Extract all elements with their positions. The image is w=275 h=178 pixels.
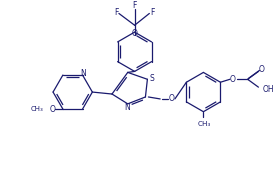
- Text: O: O: [132, 29, 138, 38]
- Text: F: F: [150, 8, 155, 17]
- Text: N: N: [124, 103, 130, 112]
- Text: O: O: [258, 65, 264, 74]
- Text: O: O: [230, 75, 236, 84]
- Text: CH₃: CH₃: [31, 106, 43, 112]
- Text: F: F: [114, 8, 118, 17]
- Text: O: O: [49, 105, 55, 114]
- Text: OH: OH: [262, 85, 274, 94]
- Text: O: O: [169, 95, 175, 103]
- Text: F: F: [133, 1, 137, 10]
- Text: S: S: [150, 74, 155, 83]
- Text: N: N: [81, 69, 86, 78]
- Text: CH₃: CH₃: [198, 121, 211, 127]
